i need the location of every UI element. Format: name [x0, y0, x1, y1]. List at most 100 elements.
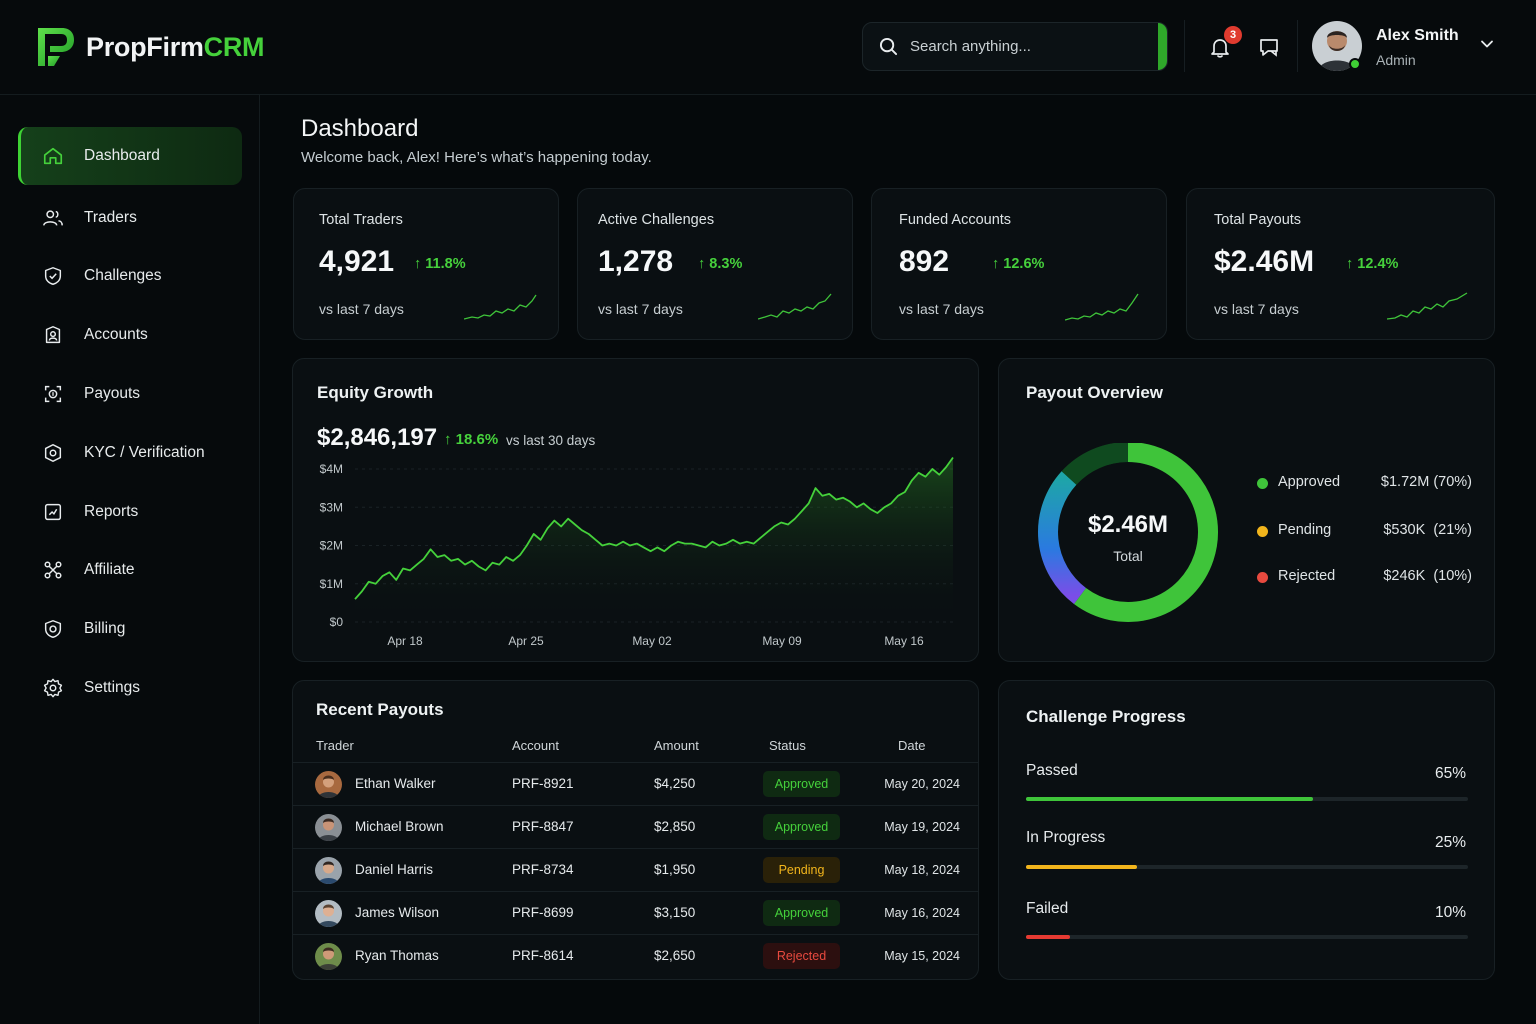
account-id: PRF-8847 [512, 819, 574, 834]
equity-change: ↑ 18.6% [444, 431, 499, 448]
sidebar-item-traders[interactable]: Traders [18, 189, 242, 247]
arrow-up-icon: ↑ [414, 256, 426, 272]
column-header-account[interactable]: Account [512, 738, 559, 753]
donut-segment-approved [1074, 443, 1218, 622]
sparkline [1065, 293, 1139, 321]
column-header-date[interactable]: Date [898, 738, 926, 753]
x-tick-label: May 02 [632, 634, 672, 648]
payout-date: May 19, 2024 [884, 820, 960, 834]
stat-label: Total Payouts [1214, 212, 1302, 228]
payout-amount: $3,150 [654, 905, 696, 920]
progress-value-failed: 10% [1434, 904, 1466, 921]
sidebar-item-kyc-verification[interactable]: KYC / Verification [18, 424, 242, 482]
stat-label: Total Traders [319, 212, 403, 228]
sidebar-item-challenges[interactable]: Challenges [18, 247, 242, 305]
sidebar-item-accounts[interactable]: Accounts [18, 306, 242, 364]
sidebar-item-label: Dashboard [84, 147, 160, 164]
user-role: Admin [1376, 52, 1416, 68]
legend-dot [1257, 572, 1268, 583]
donut-segment-dark [1061, 443, 1129, 486]
stat-change: ↑ 11.8% [414, 256, 466, 272]
stat-card-funded-accounts[interactable]: Funded Accounts 892 ↑ 12.6% vs last 7 da… [871, 188, 1167, 340]
payout-overview-card: Payout Overview $2.46M Total Approved $1… [998, 358, 1495, 662]
table-row[interactable]: James Wilson PRF-8699 $3,150 Approved Ma… [293, 891, 978, 934]
avatar [315, 857, 342, 884]
y-tick-label: $3M [320, 500, 343, 514]
stat-footnote: vs last 7 days [598, 301, 683, 317]
sidebar-item-label: Reports [84, 503, 139, 520]
payout-date: May 15, 2024 [884, 949, 960, 963]
card-title: Challenge Progress [1026, 707, 1186, 726]
table-row[interactable]: Ethan Walker PRF-8921 $4,250 Approved Ma… [293, 762, 978, 805]
sidebar-item-dashboard[interactable]: Dashboard [18, 127, 242, 185]
sidebar-item-affiliate[interactable]: Affiliate [18, 541, 242, 599]
payout-amount: $2,850 [654, 819, 696, 834]
progress-fill [1026, 935, 1071, 939]
top-header: PropFirmCRM 3 [0, 0, 1536, 95]
arrow-up-icon: ↑ [698, 256, 710, 272]
search-input[interactable] [910, 38, 1140, 55]
search-icon [879, 37, 898, 56]
equity-area-chart: $0 $1M $2M $3M $4M Apr 18 Apr 25 May 02 May 09 M… [320, 456, 954, 648]
payout-amount: $4,250 [654, 776, 696, 791]
payout-date: May 16, 2024 [884, 906, 960, 920]
status-badge: Pending [763, 857, 840, 883]
sidebar-item-payouts[interactable]: Payouts [18, 365, 242, 423]
sparkline [464, 294, 537, 320]
status-badge: Approved [763, 771, 840, 797]
challenge-progress-card: Challenge Progress Passed 65% In Progres… [998, 680, 1495, 980]
sidebar-item-settings[interactable]: Settings [18, 659, 242, 717]
trader-name: Ethan Walker [355, 776, 436, 791]
progress-bar-passed [1026, 797, 1468, 801]
stat-card-total-traders[interactable]: Total Traders 4,921 ↑ 11.8% vs last 7 da… [293, 188, 559, 340]
chat-icon [1260, 39, 1278, 57]
sidebar-item-label: Accounts [84, 326, 148, 343]
user-menu[interactable]: Alex Smith Admin [1312, 21, 1512, 71]
legend-item-approved: Approved $1.72M (70%) [1257, 474, 1472, 494]
legend-value: $530K (21%) [1383, 522, 1472, 538]
column-header-trader[interactable]: Trader [316, 738, 354, 753]
shield-check-icon [44, 267, 62, 285]
card-title: Payout Overview [1026, 383, 1164, 402]
trader-name: Ryan Thomas [355, 948, 439, 963]
brand-logo[interactable]: PropFirmCRM [34, 26, 265, 68]
arrow-up-icon: ↑ [444, 431, 456, 448]
payout-date: May 18, 2024 [884, 863, 960, 877]
stat-footnote: vs last 7 days [1214, 301, 1299, 317]
account-id: PRF-8699 [512, 905, 574, 920]
progress-label-passed: Passed [1026, 762, 1078, 779]
stat-change: ↑ 12.4% [1346, 256, 1399, 272]
notification-count-badge: 3 [1224, 26, 1242, 44]
stat-card-active-challenges[interactable]: Active Challenges 1,278 ↑ 8.3% vs last 7… [577, 188, 853, 340]
chevron-down-icon[interactable] [1480, 37, 1494, 51]
sidebar-item-reports[interactable]: Reports [18, 483, 242, 541]
table-row[interactable]: Ryan Thomas PRF-8614 $2,650 Rejected May… [293, 934, 978, 977]
sparkline [1387, 292, 1468, 320]
column-header-amount[interactable]: Amount [654, 738, 699, 753]
messages-button[interactable] [1252, 30, 1286, 64]
status-badge: Approved [763, 900, 840, 926]
payout-amount: $1,950 [654, 862, 696, 877]
notifications-button[interactable] [1203, 30, 1237, 64]
sidebar-item-label: Payouts [84, 385, 141, 402]
stat-change: ↑ 12.6% [992, 256, 1045, 272]
y-tick-label: $2M [320, 539, 343, 553]
card-title: Equity Growth [317, 383, 434, 402]
sidebar-item-label: Traders [84, 209, 137, 226]
sparkline [758, 293, 832, 320]
x-tick-label: Apr 18 [387, 634, 423, 648]
avatar [315, 900, 342, 927]
equity-value: $2,846,197 [317, 424, 438, 451]
progress-label-failed: Failed [1026, 900, 1069, 917]
payout-date: May 20, 2024 [884, 777, 960, 791]
legend-dot [1257, 478, 1268, 489]
verification-icon [44, 444, 62, 462]
stat-card-total-payouts[interactable]: Total Payouts $2.46M ↑ 12.4% vs last 7 d… [1186, 188, 1495, 340]
account-id: PRF-8614 [512, 948, 574, 963]
equity-series-line [354, 456, 954, 600]
search-bar[interactable] [862, 22, 1168, 71]
column-header-status[interactable]: Status [769, 738, 806, 753]
table-row[interactable]: Daniel Harris PRF-8734 $1,950 Pending Ma… [293, 848, 978, 891]
sidebar-item-billing[interactable]: Billing [18, 600, 242, 658]
table-row[interactable]: Michael Brown PRF-8847 $2,850 Approved M… [293, 805, 978, 848]
